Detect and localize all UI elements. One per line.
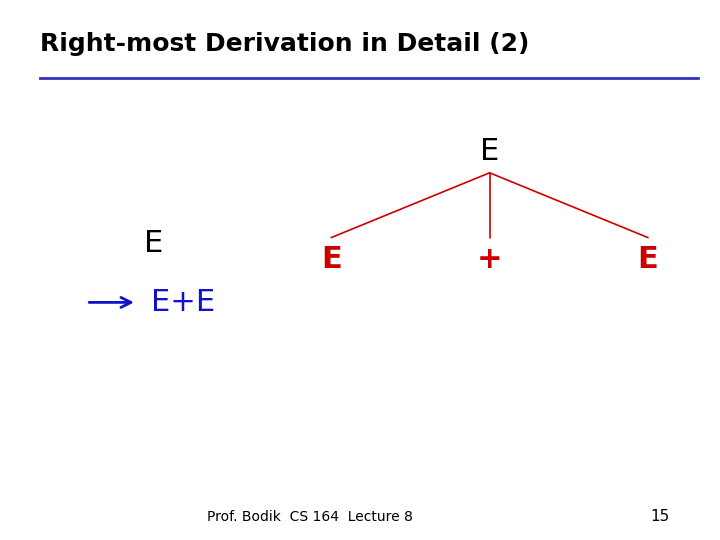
Text: E: E	[638, 245, 658, 274]
Text: 15: 15	[650, 509, 670, 524]
Text: E: E	[321, 245, 341, 274]
Text: E+E: E+E	[151, 288, 215, 317]
Text: Right-most Derivation in Detail (2): Right-most Derivation in Detail (2)	[40, 32, 529, 56]
Text: E: E	[480, 137, 499, 166]
Text: +: +	[477, 245, 503, 274]
Text: E: E	[144, 228, 163, 258]
Text: Prof. Bodik  CS 164  Lecture 8: Prof. Bodik CS 164 Lecture 8	[207, 510, 413, 524]
